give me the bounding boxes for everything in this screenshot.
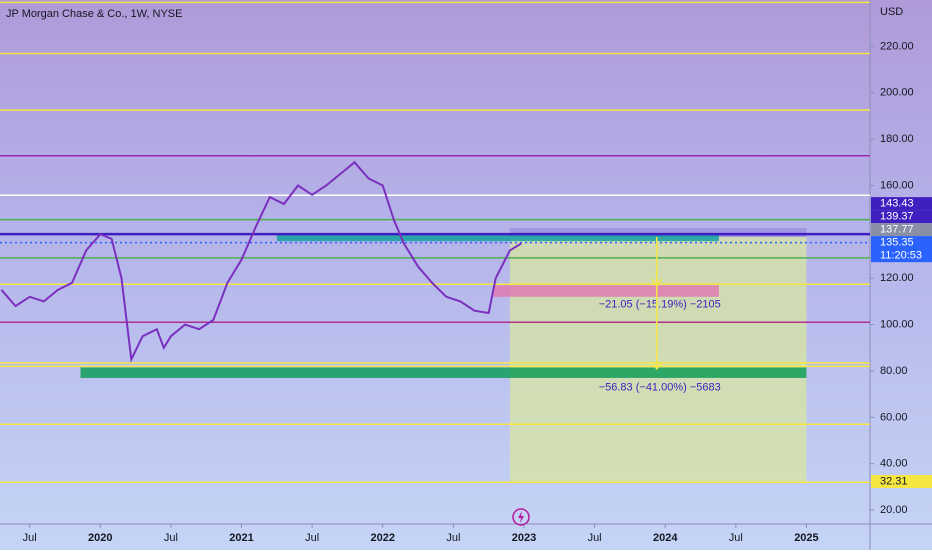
zone [492,285,719,297]
price-label-box [871,210,932,224]
y-tick-label: 160.00 [880,179,914,191]
price-line [0,160,522,363]
price-label-box [871,197,932,211]
x-tick-label: 2024 [653,532,678,544]
x-tick-label: 2020 [88,532,112,544]
measure-label: −21.05 (−15.19%) −2105 [599,299,721,311]
y-tick-label: 180.00 [880,133,914,145]
event-icon [518,511,524,523]
zone [276,233,719,242]
y-axis-label: USD [880,6,903,18]
y-tick-label: 120.00 [880,272,914,284]
x-tick-label: 2023 [512,532,536,544]
price-label-box [871,236,932,263]
zone [80,367,807,378]
x-tick-label: 2025 [794,532,818,544]
x-tick-label: 2021 [229,532,253,544]
y-tick-label: 80.00 [880,365,908,377]
price-label: 143.43 [880,198,914,210]
x-tick-label: 2022 [371,532,395,544]
event-icon[interactable] [512,508,530,526]
y-tick-label: 220.00 [880,40,914,52]
price-label: 32.31 [880,475,908,487]
y-tick-label: 60.00 [880,411,908,423]
x-tick-label: Jul [729,532,743,544]
y-tick-label: 200.00 [880,87,914,99]
chart-title: JP Morgan Chase & Co., 1W, NYSE [6,8,182,20]
price-label-box [871,223,932,237]
position-stop-zone [509,228,807,238]
x-tick-label: Jul [588,532,602,544]
countdown: 11:20:53 [880,250,922,262]
x-tick-label: Jul [164,532,178,544]
price-label-box [871,475,932,489]
price-label: 135.35 [880,237,914,249]
price-label: 137.77 [880,224,914,236]
position-target-zone [509,237,807,482]
x-tick-label: Jul [305,532,319,544]
y-tick-label: 100.00 [880,319,914,331]
y-tick-label: 20.00 [880,504,908,516]
x-tick-label: Jul [446,532,460,544]
measure-label: −56.83 (−41.00%) −5683 [599,382,721,394]
measure-arrowhead [651,361,663,371]
y-tick-label: 40.00 [880,458,908,470]
x-tick-label: Jul [23,532,37,544]
price-label: 139.37 [880,211,914,223]
